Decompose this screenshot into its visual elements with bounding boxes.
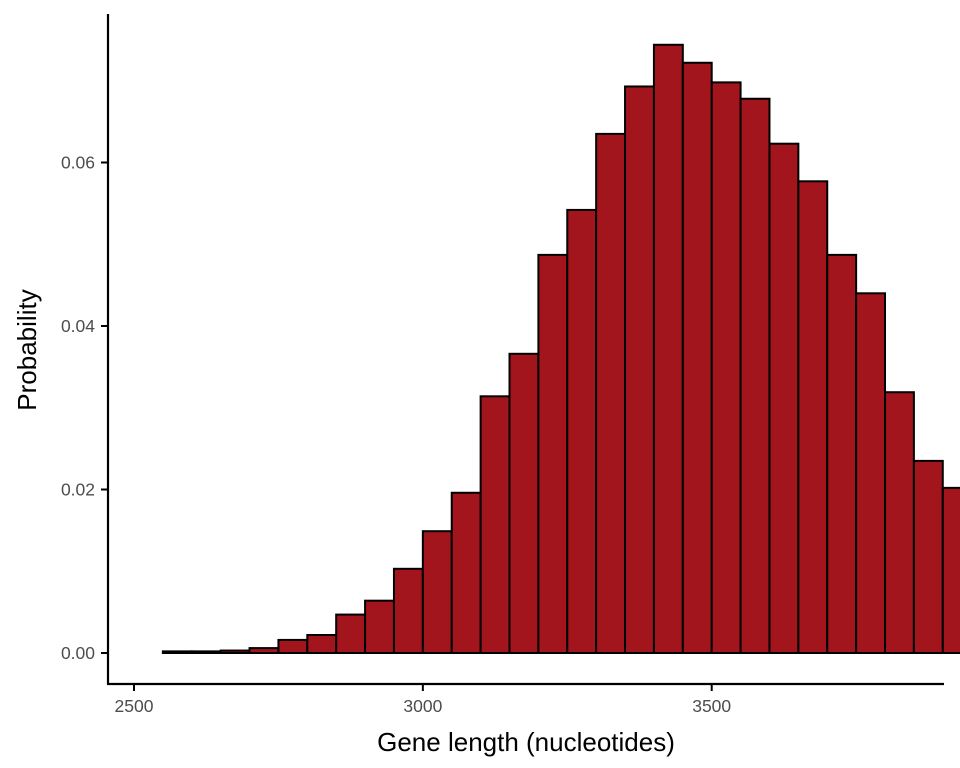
histogram-bar (739, 97, 771, 655)
histogram-bar (884, 391, 915, 654)
x-axis-title: Gene length (nucleotides) (377, 727, 675, 757)
histogram-bar (219, 649, 251, 654)
histogram-bar (681, 61, 713, 654)
y-axis-title: Probability (12, 289, 42, 410)
histogram-bar (392, 567, 424, 654)
y-axis-ticks: 0.00 0.02 0.04 0.06 (61, 153, 108, 663)
y-tick-label: 0.06 (61, 153, 95, 173)
histogram-bar (450, 491, 482, 654)
y-tick-label: 0.04 (61, 316, 95, 336)
histogram-bar (421, 530, 453, 654)
histogram-bar (595, 132, 627, 654)
histogram-bar (508, 352, 540, 654)
histogram-bar (797, 180, 829, 655)
histogram-bar (277, 638, 309, 654)
y-tick-label: 0.00 (61, 643, 95, 663)
histogram-bar (479, 395, 511, 654)
histogram-bar (566, 208, 598, 654)
histogram-bar (190, 650, 222, 654)
bars-group (161, 43, 960, 655)
x-tick-label: 3000 (403, 696, 442, 716)
histogram-bar (537, 253, 569, 654)
x-tick-label: 3500 (692, 696, 731, 716)
y-tick-label: 0.02 (61, 480, 95, 500)
x-tick-label: 2500 (115, 696, 154, 716)
histogram-bar (248, 647, 280, 654)
histogram-bar (335, 613, 367, 655)
histogram-bar (826, 253, 858, 654)
x-axis-ticks: 250030003500400045005000 (115, 684, 731, 716)
histogram-bar (364, 599, 395, 654)
histogram-bar (855, 292, 887, 654)
histogram-bar (161, 650, 193, 654)
histogram-bar (768, 142, 800, 654)
histogram-bar (652, 43, 684, 654)
histogram-bar (624, 85, 655, 655)
histogram-bar (912, 459, 944, 655)
histogram-bar (710, 81, 742, 654)
histogram-bar (306, 634, 338, 655)
histogram-bar (941, 486, 960, 654)
